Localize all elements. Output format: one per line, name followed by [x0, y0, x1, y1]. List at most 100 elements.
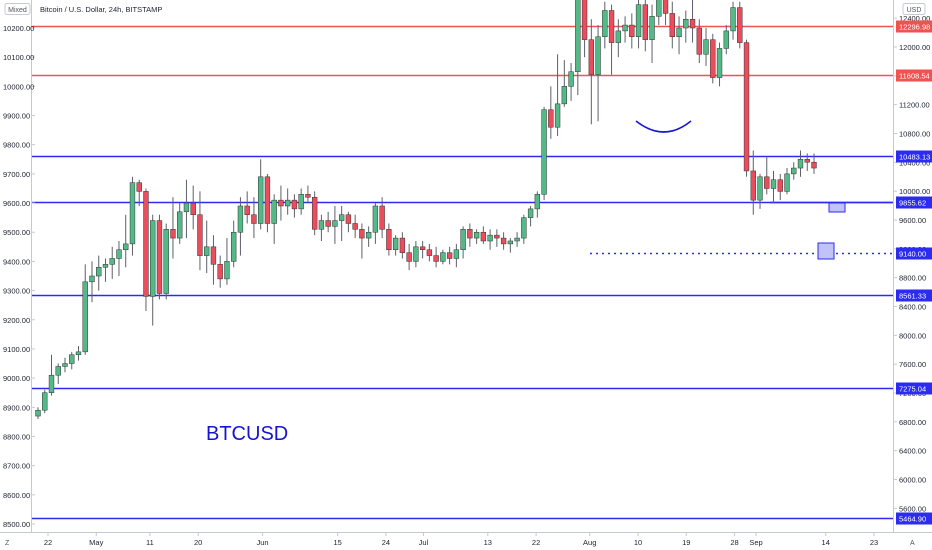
candle-down[interactable] [136, 182, 142, 192]
candle-down[interactable] [190, 202, 196, 215]
candle-down[interactable] [629, 24, 635, 38]
candle-up[interactable] [656, 0, 662, 17]
candle-up[interactable] [183, 202, 190, 213]
candle-up[interactable] [602, 10, 608, 38]
candle-down[interactable] [777, 179, 783, 192]
candle-down[interactable] [251, 214, 257, 224]
time-axis[interactable]: 22 May 11 20 Jun 15 24 Jul 13 22 Aug 10 19 28 Sep 14 23 [44, 532, 878, 547]
candle-up[interactable] [177, 211, 183, 239]
candle-down[interactable] [264, 176, 271, 224]
candle-up[interactable] [96, 266, 102, 277]
candle-down[interactable] [642, 4, 648, 40]
candle-up[interactable] [318, 220, 325, 230]
candle-up[interactable] [595, 36, 601, 75]
candle-down[interactable] [170, 229, 176, 239]
candle-up[interactable] [683, 18, 689, 29]
candle-up[interactable] [575, 0, 581, 73]
candle-down[interactable] [244, 205, 250, 215]
candle-down[interactable] [217, 264, 223, 280]
candle-up[interactable] [460, 229, 466, 250]
candle-down[interactable] [804, 159, 810, 163]
candle-down[interactable] [480, 231, 487, 242]
candle-down[interactable] [433, 255, 439, 262]
candle-up[interactable] [150, 220, 156, 297]
candle-up[interactable] [129, 182, 136, 245]
candle-up[interactable] [521, 217, 527, 239]
candle-down[interactable] [608, 10, 615, 43]
candle-up[interactable] [561, 86, 568, 105]
candle-up[interactable] [271, 199, 277, 224]
candle-up[interactable] [453, 249, 460, 259]
candle-down[interactable] [156, 220, 163, 294]
candle-down[interactable] [345, 214, 352, 224]
candle-down[interactable] [494, 234, 500, 239]
candle-up[interactable] [797, 159, 804, 169]
candle-down[interactable] [581, 0, 588, 40]
candle-up[interactable] [35, 409, 41, 417]
candle-up[interactable] [716, 48, 723, 78]
candle-up[interactable] [770, 179, 777, 189]
candle-up[interactable] [615, 30, 621, 43]
candle-down[interactable] [446, 252, 453, 259]
candle-down[interactable] [359, 229, 365, 239]
candle-down[interactable] [278, 199, 284, 207]
candle-down[interactable] [588, 39, 595, 75]
candle-up[interactable] [791, 167, 797, 175]
candle-down[interactable] [737, 7, 743, 43]
candle-down[interactable] [764, 176, 770, 189]
candle-up[interactable] [69, 354, 75, 364]
candle-up[interactable] [703, 39, 709, 55]
candle-down[interactable] [669, 13, 675, 38]
candle-down[interactable] [696, 27, 702, 55]
candle-up[interactable] [338, 214, 345, 221]
left-price-axis[interactable]: 10200.00 10100.00 10000.00 9900.00 9800.00 97… [3, 24, 35, 529]
candle-down[interactable] [406, 252, 412, 262]
candle-up[interactable] [55, 366, 61, 376]
candle-up[interactable] [163, 229, 169, 294]
candle-up[interactable] [82, 281, 88, 353]
candle-down[interactable] [386, 229, 392, 250]
candle-up[interactable] [298, 194, 304, 210]
candle-up[interactable] [649, 16, 655, 40]
candle-up[interactable] [487, 234, 493, 242]
candle-up[interactable] [332, 220, 338, 227]
candle-up[interactable] [89, 275, 95, 283]
candle-up[interactable] [527, 208, 534, 218]
candle-up[interactable] [75, 351, 82, 356]
candle-down[interactable] [500, 237, 507, 245]
candle-down[interactable] [548, 109, 554, 128]
candle-up[interactable] [42, 392, 48, 411]
candle-down[interactable] [143, 191, 149, 297]
symbol-annotation[interactable]: BTCUSD [206, 423, 288, 445]
candle-down[interactable] [305, 194, 311, 198]
candle-up[interactable] [284, 199, 291, 207]
candle-down[interactable] [399, 237, 406, 253]
candle-up[interactable] [365, 231, 372, 239]
candle-up[interactable] [257, 176, 264, 224]
candle-up[interactable] [231, 231, 237, 262]
target-box-lower[interactable] [817, 242, 835, 260]
currency-label[interactable]: USD [907, 7, 922, 14]
candle-up[interactable] [224, 261, 230, 280]
candle-up[interactable] [568, 71, 574, 87]
candle-up[interactable] [62, 363, 68, 367]
candle-up[interactable] [635, 4, 642, 38]
candle-up[interactable] [622, 24, 628, 32]
candle-down[interactable] [210, 246, 217, 265]
candle-up[interactable] [123, 243, 129, 250]
candle-up[interactable] [676, 27, 682, 38]
candle-up[interactable] [440, 252, 446, 262]
candle-up[interactable] [514, 237, 520, 242]
rounded-bottom-arc[interactable] [635, 120, 692, 133]
mode-button[interactable] [4, 3, 31, 15]
zoom-corner-button[interactable]: Z [5, 540, 10, 547]
candle-down[interactable] [426, 249, 433, 256]
candle-up[interactable] [784, 173, 790, 192]
candle-up[interactable] [473, 231, 480, 239]
candle-down[interactable] [419, 246, 426, 250]
candle-down[interactable] [689, 18, 696, 29]
candle-up[interactable] [723, 30, 729, 49]
right-price-axis[interactable]: 12400.0012000.0011600.0011200.0010800.00… [893, 14, 930, 513]
candle-up[interactable] [554, 103, 561, 128]
